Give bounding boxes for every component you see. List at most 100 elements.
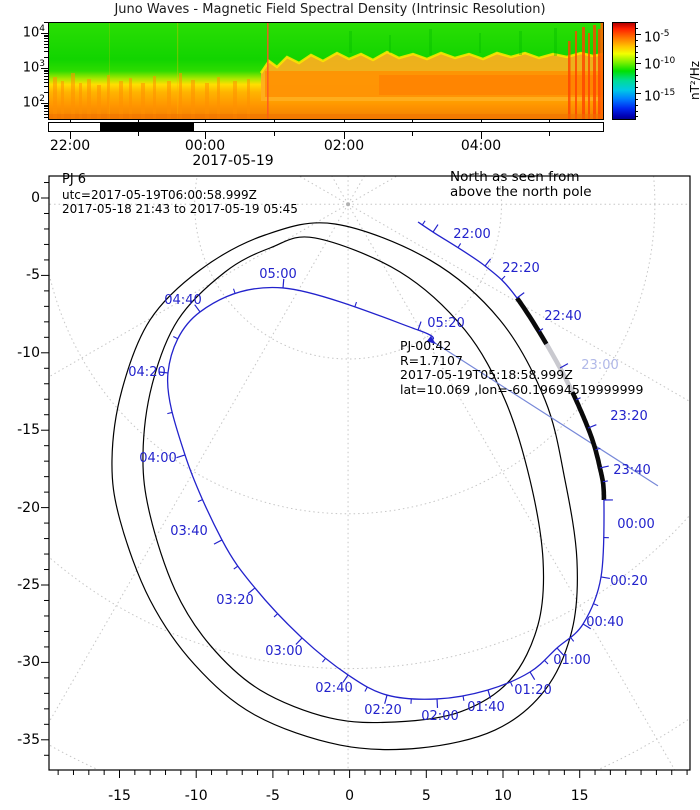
freq-minor-tick xyxy=(44,51,48,52)
annotation-radius: R=1.7107 xyxy=(400,352,463,368)
trajectory-major-tick xyxy=(600,576,610,580)
spectrogram-plot xyxy=(48,22,604,120)
trajectory-major-tick xyxy=(342,674,349,683)
freq-axis-label: 102 xyxy=(22,94,45,111)
colorbar xyxy=(612,22,636,120)
colorbar-tick xyxy=(635,63,641,64)
coverage-bar xyxy=(48,122,604,132)
freq-minor-tick xyxy=(44,35,48,36)
colorbar-tick xyxy=(635,75,638,76)
spectrogram-time-label: 00:00 xyxy=(184,138,226,154)
north-view-note-line1: North as seen from xyxy=(450,169,580,185)
spec-edge-tick xyxy=(138,119,139,122)
spec-edge-tick xyxy=(274,119,275,122)
trajectory-time-label: 05:00 xyxy=(259,267,297,282)
trajectory-minor-tick xyxy=(602,480,608,483)
freq-minor-tick xyxy=(44,86,48,87)
spectrogram-faint-streak xyxy=(177,23,179,119)
spectrogram-title: Juno Waves - Magnetic Field Spectral Den… xyxy=(114,2,546,17)
spectrogram-band-top-edge xyxy=(259,50,603,74)
colorbar-tick xyxy=(635,69,638,70)
colorbar-tick xyxy=(635,105,638,106)
north-view-note-line2: above the north pole xyxy=(450,184,592,200)
freq-minor-tick xyxy=(44,117,48,118)
spectrogram-green-speckle xyxy=(349,28,557,56)
x-axis-tick-label: -15 xyxy=(108,788,131,804)
freq-minor-tick xyxy=(44,108,48,109)
trajectory-major-tick xyxy=(432,224,439,233)
freq-minor-tick xyxy=(44,70,48,71)
x-axis-tick-label: 10 xyxy=(494,788,512,804)
plot-border xyxy=(48,175,691,771)
trajectory-time-label: 23:20 xyxy=(610,409,648,424)
spec-edge-tick xyxy=(70,119,71,122)
grid-radial-line xyxy=(49,203,349,378)
trajectory-minor-tick xyxy=(364,686,368,692)
utc-end-label: utc=2017-05-19T06:00:58.999Z xyxy=(62,188,257,202)
trajectory-time-label: 23:00 xyxy=(581,358,619,373)
trajectory-major-tick xyxy=(487,689,492,699)
spectrogram-right-edge-burst xyxy=(600,23,603,119)
trajectory-major-tick xyxy=(582,623,592,630)
trajectory-minor-tick xyxy=(457,243,462,248)
trajectory-direction-arrow xyxy=(426,335,436,345)
colorbar-tick xyxy=(635,99,638,100)
time-major-tick xyxy=(481,131,482,139)
trajectory-time-label: 00:20 xyxy=(610,574,648,589)
freq-minor-tick xyxy=(44,44,48,45)
freq-axis-label: 103 xyxy=(22,59,45,76)
freq-minor-tick xyxy=(44,36,48,37)
highlight-segment-black xyxy=(515,296,549,346)
grid-circle xyxy=(49,514,690,669)
trajectory-minor-tick xyxy=(421,220,426,226)
y-axis-tick-label: -25 xyxy=(17,577,40,593)
grid-center-dot xyxy=(346,202,351,207)
colorbar-tick xyxy=(635,57,638,58)
spec-edge-tick xyxy=(549,119,550,122)
trajectory-path xyxy=(166,221,605,700)
trajectory-minor-tick xyxy=(232,288,236,294)
y-axis-tick-label: -20 xyxy=(17,499,40,516)
trajectory-minor-tick xyxy=(544,659,549,665)
time-major-tick xyxy=(205,131,206,139)
spectrogram-faint-streak xyxy=(109,23,110,119)
freq-minor-tick xyxy=(44,82,48,83)
colorbar-tick xyxy=(635,22,638,23)
y-axis-tick-label: -5 xyxy=(26,267,40,284)
coverage-bar-segment xyxy=(100,123,194,131)
trajectory-time-label: 01:40 xyxy=(467,700,505,715)
trajectory-major-tick xyxy=(158,371,169,374)
highlight-segment-gray xyxy=(544,342,575,394)
time-minor-tick xyxy=(138,131,139,136)
trajectory-time-label: 22:40 xyxy=(544,309,582,324)
trajectory-time-label: 02:40 xyxy=(315,681,353,696)
colorbar-tick xyxy=(635,116,638,117)
trajectory-time-label: 00:40 xyxy=(586,615,624,630)
freq-minor-tick xyxy=(44,92,48,93)
freq-minor-tick xyxy=(44,111,48,112)
x-axis-tick-label: 0 xyxy=(345,788,355,804)
freq-major-tick xyxy=(41,33,48,34)
y-axis-tick-label: -10 xyxy=(17,344,40,361)
trajectory-major-tick xyxy=(247,587,256,595)
spectrogram-date-label: 2017-05-19 xyxy=(192,153,274,169)
trajectory-major-tick xyxy=(176,454,186,459)
trajectory-minor-tick xyxy=(322,657,326,663)
trajectory-minor-tick xyxy=(273,613,279,618)
grid-radial-line xyxy=(298,176,349,205)
trajectory-time-label: 03:40 xyxy=(170,524,208,539)
freq-minor-tick xyxy=(44,79,48,80)
trajectory-time-label: 02:00 xyxy=(421,709,459,724)
trajectory-major-tick xyxy=(194,304,201,313)
outbound-reference-line xyxy=(431,340,659,487)
freq-minor-tick xyxy=(44,47,48,48)
annotation-pj-offset: PJ-00:42 xyxy=(400,338,452,353)
spectrogram-time-label: 04:00 xyxy=(460,138,502,154)
freq-minor-tick xyxy=(44,73,48,74)
x-axis-tick-label: 5 xyxy=(421,788,431,804)
trajectory-time-label: 01:00 xyxy=(553,653,591,668)
freq-minor-tick xyxy=(44,106,48,107)
y-axis-tick-label: -30 xyxy=(17,654,40,671)
